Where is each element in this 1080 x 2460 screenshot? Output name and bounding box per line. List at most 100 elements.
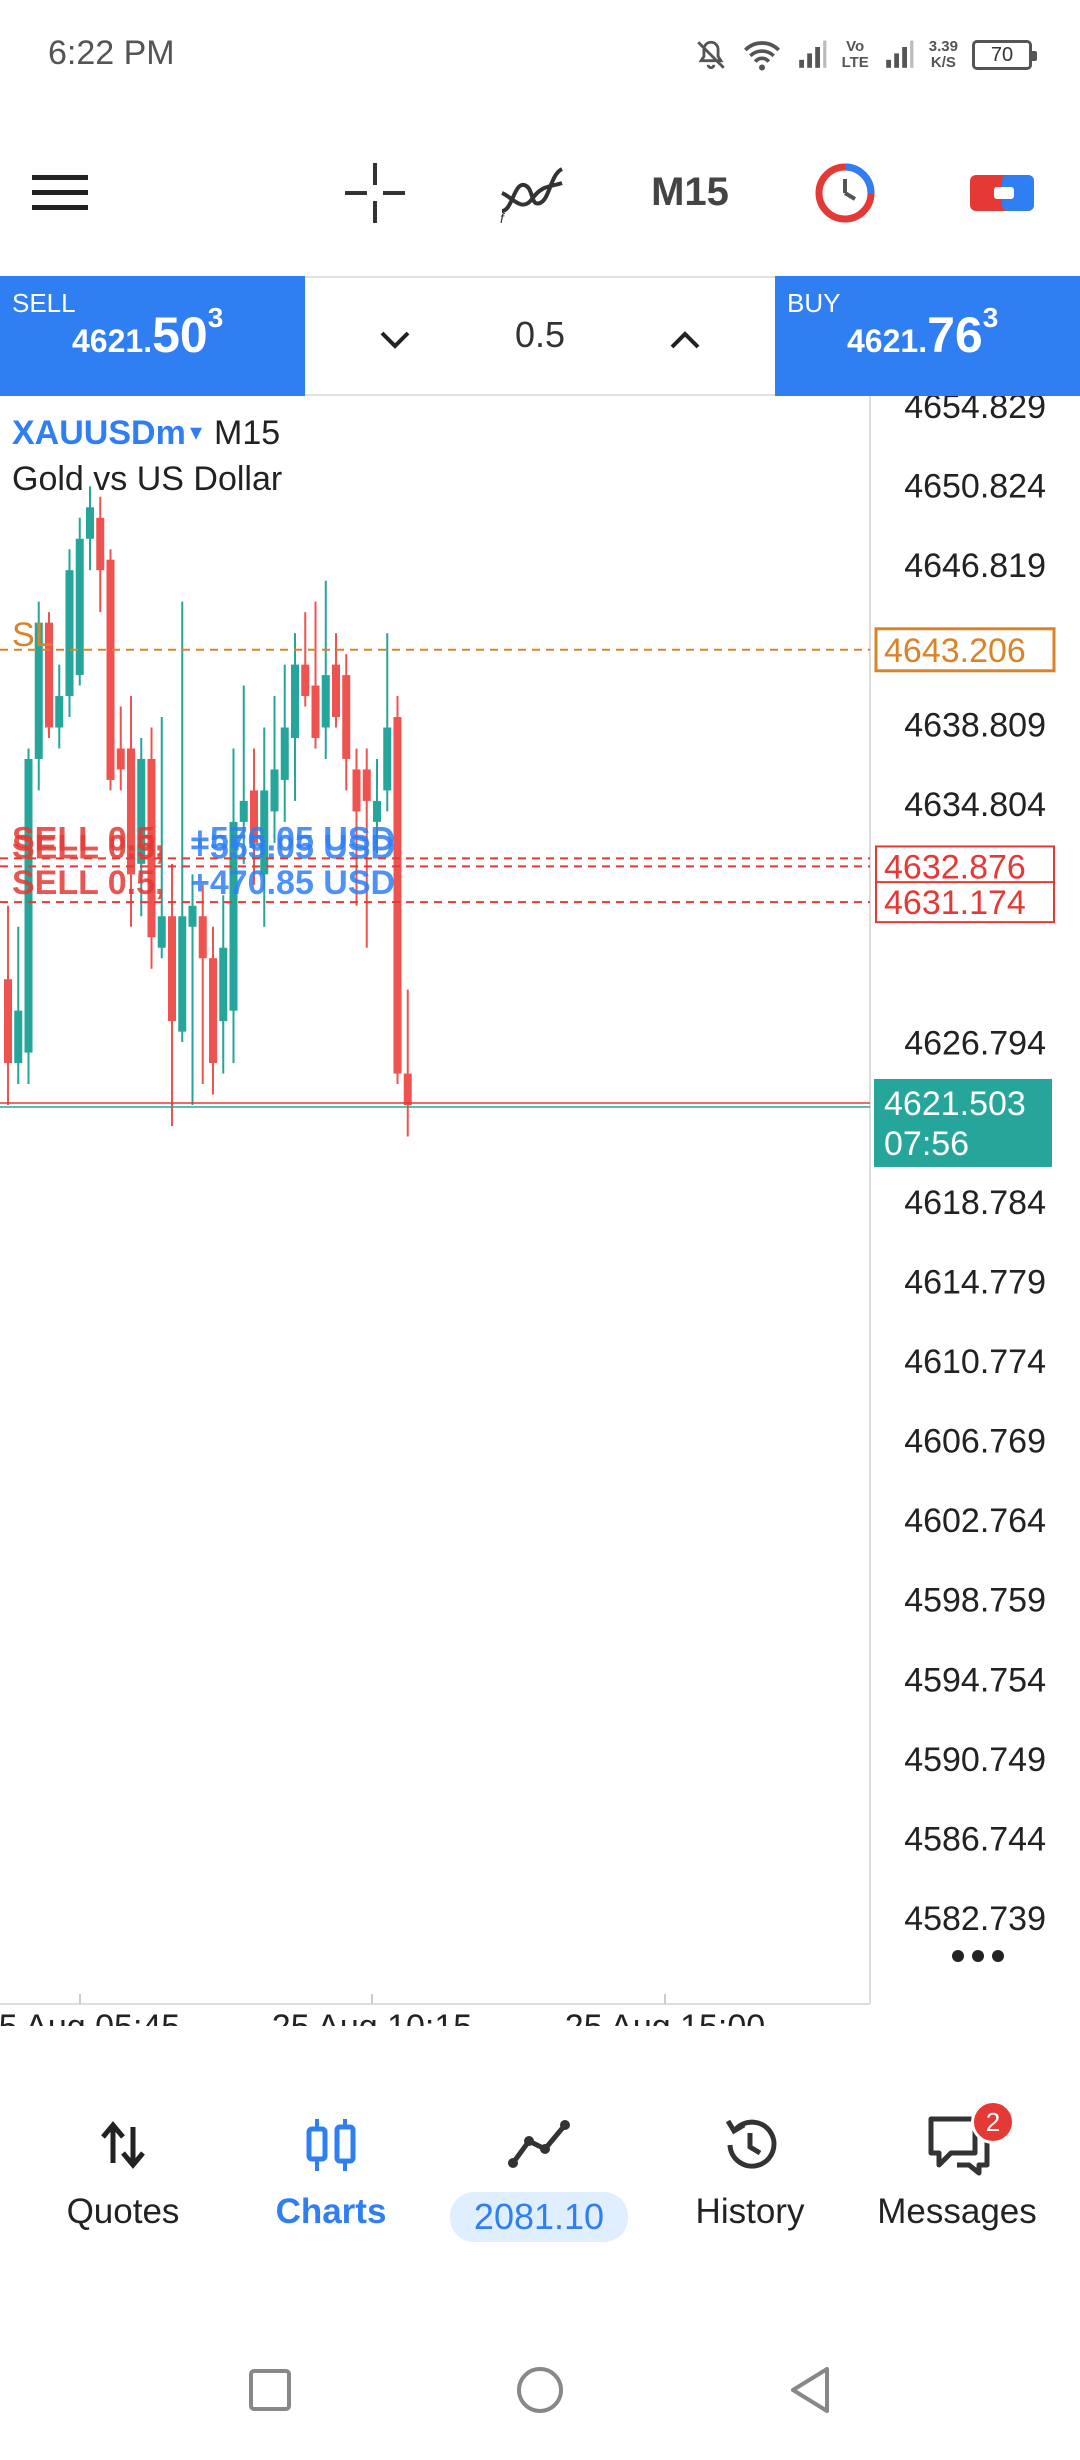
buy-price-big: 76 bbox=[927, 307, 983, 363]
buy-button[interactable]: BUY 4621.763 bbox=[775, 276, 1080, 396]
price-tick-label: 4582.739 bbox=[904, 1900, 1046, 1938]
sell-price: 4621.503 bbox=[72, 302, 223, 364]
symbol-description: Gold vs US Dollar bbox=[12, 460, 282, 498]
candle-body bbox=[86, 507, 94, 539]
candle-body bbox=[270, 769, 279, 812]
candle-body bbox=[24, 758, 33, 1053]
home-button[interactable] bbox=[500, 2360, 580, 2420]
buy-price: 4621.763 bbox=[847, 302, 998, 364]
candle-body bbox=[280, 727, 289, 780]
candle-body bbox=[178, 916, 187, 1032]
candle-body bbox=[147, 758, 156, 938]
more-options-dot bbox=[952, 1950, 964, 1962]
candle-body bbox=[403, 1073, 412, 1106]
chart-toolbar: f M15 bbox=[0, 130, 1080, 255]
volte-icon: Vo LTE bbox=[842, 39, 869, 71]
symbol-timeframe: M15 bbox=[214, 414, 280, 452]
nav-messages[interactable]: 2 Messages bbox=[852, 2100, 1062, 2260]
menu-button[interactable] bbox=[20, 130, 100, 255]
candle-body bbox=[168, 916, 176, 1022]
sell-button[interactable]: SELL 4621.503 bbox=[0, 276, 305, 396]
quotes-icon bbox=[95, 2110, 151, 2180]
chart-canvas[interactable]: 4654.829 4650.824 4646.819 4638.809 4634.804… bbox=[0, 396, 1080, 2026]
menu-icon bbox=[32, 174, 88, 210]
candle-body bbox=[291, 664, 299, 738]
symbol-dropdown-icon: ▾ bbox=[190, 419, 202, 446]
sell-price-big: 50 bbox=[152, 307, 208, 363]
messages-badge: 2 bbox=[971, 2100, 1015, 2144]
signal-icon bbox=[796, 39, 828, 71]
buy-label: BUY bbox=[787, 288, 841, 318]
status-icons: Vo LTE 3.39 K/S 70 bbox=[694, 30, 1037, 80]
timeframe-button[interactable]: M15 bbox=[651, 170, 729, 214]
bottom-navigation: Quotes Charts 2081.10 History 2 Messages bbox=[0, 2060, 1080, 2260]
price-tick-label: 4626.794 bbox=[904, 1025, 1046, 1063]
recents-button[interactable] bbox=[230, 2360, 310, 2420]
position-profit-label: +576.05 USD bbox=[190, 820, 395, 858]
price-tick-label: 4598.759 bbox=[904, 1582, 1046, 1620]
position-side-label: SELL 0.5, bbox=[12, 820, 164, 858]
price-tick-label: 4650.824 bbox=[904, 468, 1046, 506]
net-speed: 3.39 K/S bbox=[929, 39, 958, 71]
price-tick-label: 4606.769 bbox=[904, 1423, 1046, 1461]
volume-increase-button[interactable] bbox=[655, 310, 715, 370]
price-tick-label: 4586.744 bbox=[904, 1820, 1046, 1858]
position-profit-label: +555.05 USD bbox=[190, 828, 395, 866]
candle-body bbox=[209, 958, 217, 1064]
volume-decrease-button[interactable] bbox=[365, 310, 425, 370]
candle-body bbox=[116, 748, 125, 770]
nav-charts[interactable]: Charts bbox=[226, 2110, 436, 2260]
nav-history[interactable]: History bbox=[645, 2110, 855, 2260]
candle-body bbox=[332, 664, 340, 718]
time-tick-label: 25 Aug 15:00 bbox=[565, 2008, 765, 2026]
account-balance: 2081.10 bbox=[449, 2192, 629, 2242]
circle-icon bbox=[517, 2367, 563, 2413]
candle-body bbox=[362, 769, 371, 801]
back-button[interactable] bbox=[770, 2360, 850, 2420]
nav-trade[interactable]: 2081.10 bbox=[434, 2110, 644, 2260]
sell-price-sup: 3 bbox=[207, 302, 224, 333]
symbol-name: XAUUSDm bbox=[12, 414, 186, 452]
stop-loss-price: 4643.206 bbox=[884, 632, 1026, 670]
volume-value[interactable]: 0.5 bbox=[514, 314, 566, 355]
new-order-button[interactable] bbox=[962, 130, 1042, 255]
nav-quotes[interactable]: Quotes bbox=[18, 2110, 228, 2260]
indicators-button[interactable]: f bbox=[492, 130, 572, 255]
current-price-label: 4621.503 bbox=[884, 1085, 1026, 1123]
clock-button[interactable] bbox=[805, 130, 885, 255]
candle-body bbox=[219, 947, 228, 1022]
candle-body bbox=[96, 517, 105, 571]
price-tick-label: 4634.804 bbox=[904, 786, 1046, 824]
system-navigation-bar bbox=[0, 2340, 1080, 2440]
more-options-dot bbox=[972, 1950, 984, 1962]
position-side-label: SELL 0.5, bbox=[12, 864, 164, 902]
candle-body bbox=[229, 821, 238, 1011]
triangle-back-icon bbox=[791, 2367, 829, 2413]
wifi-icon bbox=[742, 38, 782, 72]
stop-loss-price-box bbox=[874, 627, 1056, 673]
candle-body bbox=[373, 800, 381, 822]
candle-body bbox=[188, 905, 197, 927]
square-icon bbox=[249, 2369, 291, 2411]
price-chart[interactable]: 4654.829 4650.824 4646.819 4638.809 4634.804… bbox=[0, 396, 1080, 2026]
charts-icon bbox=[301, 2110, 361, 2180]
nav-history-label: History bbox=[695, 2192, 805, 2231]
volte-bottom: LTE bbox=[841, 54, 869, 71]
candle-body bbox=[45, 622, 53, 728]
candle-body bbox=[198, 916, 207, 959]
messages-icon: 2 bbox=[921, 2100, 1015, 2180]
stop-loss-label: SL bbox=[12, 616, 54, 654]
candle-body bbox=[75, 538, 84, 676]
candle-body bbox=[4, 979, 12, 1064]
candle-body bbox=[311, 685, 320, 738]
candle-body bbox=[239, 800, 248, 822]
trade-chart-icon bbox=[507, 2110, 571, 2180]
one-click-trade-panel: SELL 4621.503 0.5 BUY 4621.763 bbox=[0, 276, 1080, 396]
current-price-box bbox=[874, 1078, 1052, 1167]
crosshair-button[interactable] bbox=[335, 130, 415, 255]
price-tick-label: 4638.809 bbox=[904, 706, 1046, 744]
signal-icon-2 bbox=[883, 39, 915, 71]
svg-text:f: f bbox=[500, 210, 506, 223]
candle-body bbox=[106, 559, 115, 780]
volume-control: 0.5 bbox=[305, 276, 775, 396]
